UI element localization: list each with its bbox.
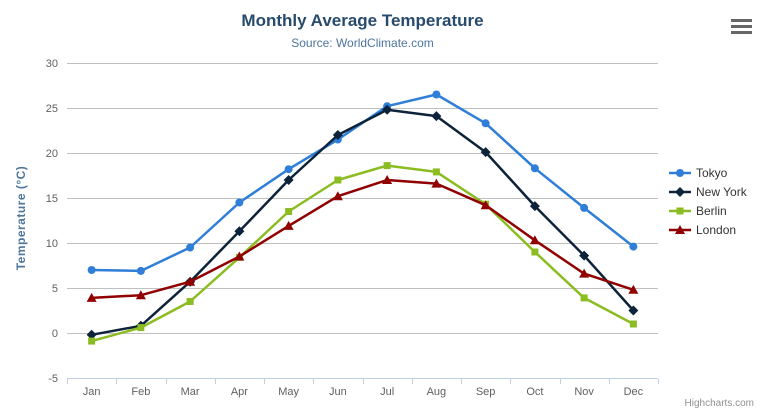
series-berlin-point[interactable] <box>88 337 96 345</box>
x-axis-label: Aug <box>427 386 447 398</box>
series-tokyo-point[interactable] <box>432 90 441 99</box>
series-london-point[interactable] <box>431 178 442 188</box>
series-london-point[interactable] <box>529 235 540 245</box>
x-axis-label: Dec <box>624 386 644 398</box>
legend-marker <box>676 169 684 177</box>
y-axis-label: 0 <box>52 328 58 340</box>
series-tokyo-point[interactable] <box>186 243 195 252</box>
x-axis-label: Apr <box>231 386 248 398</box>
series-tokyo-line[interactable] <box>91 93 635 273</box>
y-axis-label: 10 <box>46 238 58 250</box>
legend-item-tokyo[interactable]: Tokyo <box>669 166 747 180</box>
legend-item-london[interactable]: London <box>669 223 747 237</box>
series-new-york-point[interactable] <box>234 226 245 237</box>
series-new-york-point[interactable] <box>431 111 442 122</box>
legend-triangle-icon <box>669 225 691 234</box>
series-new-york-point[interactable] <box>283 175 294 185</box>
series-london-point[interactable] <box>480 200 491 210</box>
series-london-point[interactable] <box>382 175 393 184</box>
legend-label: Berlin <box>696 204 727 218</box>
legend-marker <box>675 187 685 197</box>
legend-label: London <box>696 223 737 237</box>
y-axis-label: 5 <box>52 283 58 295</box>
legend: Tokyo New York Berlin London <box>669 166 747 237</box>
series-new-york-point[interactable] <box>480 147 491 158</box>
hamburger-icon <box>731 19 752 22</box>
series-london-point[interactable] <box>234 251 245 261</box>
x-axis-label: Mar <box>181 386 200 398</box>
chart-title: Monthly Average Temperature <box>241 11 484 30</box>
x-axis-label: May <box>278 386 299 398</box>
x-axis-label: Oct <box>526 386 543 398</box>
legend-marker <box>675 225 685 234</box>
y-axis-title: Temperature (°C) <box>14 165 28 271</box>
legend-circle-icon <box>669 169 691 177</box>
hamburger-icon <box>731 25 752 28</box>
series-tokyo-point[interactable] <box>284 165 293 174</box>
chart-subtitle: Source: WorldClimate.com <box>291 36 434 50</box>
series-london-point[interactable] <box>135 290 146 300</box>
x-axis-label: Jul <box>380 386 394 398</box>
series-tokyo-point[interactable] <box>580 203 589 212</box>
series-new-york-point[interactable] <box>628 305 639 316</box>
series-london-point[interactable] <box>185 276 196 286</box>
series-new-york-point[interactable] <box>529 201 540 212</box>
x-axis-label: Nov <box>574 386 594 398</box>
series-london-point[interactable] <box>579 268 590 278</box>
x-axis-label: Jun <box>329 386 347 398</box>
series-tokyo-point[interactable] <box>481 119 490 128</box>
legend-item-berlin[interactable]: Berlin <box>669 204 747 218</box>
series-berlin-point[interactable] <box>580 294 588 302</box>
y-axis-label: 25 <box>46 103 58 115</box>
series-new-york-line[interactable] <box>91 108 635 337</box>
series-berlin-point[interactable] <box>334 176 342 184</box>
series-new-york-point[interactable] <box>86 329 97 340</box>
series-new-york-point[interactable] <box>332 130 343 140</box>
y-axis-label: 15 <box>46 193 58 205</box>
x-axis-label: Feb <box>131 386 150 398</box>
series-new-york-point[interactable] <box>579 250 590 261</box>
series-london-point[interactable] <box>86 292 97 302</box>
series-tokyo-point[interactable] <box>87 266 96 274</box>
y-axis-label: 30 <box>46 58 58 70</box>
hamburger-icon <box>731 31 752 34</box>
series-berlin-point[interactable] <box>629 320 637 328</box>
legend-label: New York <box>696 185 747 199</box>
series-tokyo-point[interactable] <box>629 242 638 251</box>
legend-marker <box>676 207 684 215</box>
legend-label: Tokyo <box>696 166 728 180</box>
series-berlin-point[interactable] <box>285 208 293 215</box>
legend-item-new-york[interactable]: New York <box>669 185 747 199</box>
export-menu-button[interactable] <box>731 19 752 34</box>
series-berlin-point[interactable] <box>531 248 539 256</box>
series-berlin-point[interactable] <box>137 324 145 332</box>
legend-diamond-icon <box>669 187 691 197</box>
series-london-point[interactable] <box>332 191 343 201</box>
series-london-line[interactable] <box>91 178 634 300</box>
x-axis-label: Jan <box>83 386 101 398</box>
series-new-york-point[interactable] <box>382 104 393 115</box>
series-tokyo-point[interactable] <box>136 266 145 275</box>
series-berlin-point[interactable] <box>186 298 194 305</box>
x-axis-label: Sep <box>476 386 496 398</box>
series-tokyo-point[interactable] <box>530 164 539 173</box>
y-axis-label: -5 <box>48 373 58 385</box>
series-berlin-point[interactable] <box>432 168 440 176</box>
series-tokyo-point[interactable] <box>235 198 244 207</box>
credits-link[interactable]: Highcharts.com <box>684 398 754 409</box>
y-axis-label: 20 <box>46 148 58 160</box>
legend-square-icon <box>669 207 691 215</box>
series-berlin-line[interactable] <box>91 164 634 343</box>
series-berlin-point[interactable] <box>383 162 391 170</box>
series-london-point[interactable] <box>628 284 639 294</box>
series-london-point[interactable] <box>283 220 294 230</box>
